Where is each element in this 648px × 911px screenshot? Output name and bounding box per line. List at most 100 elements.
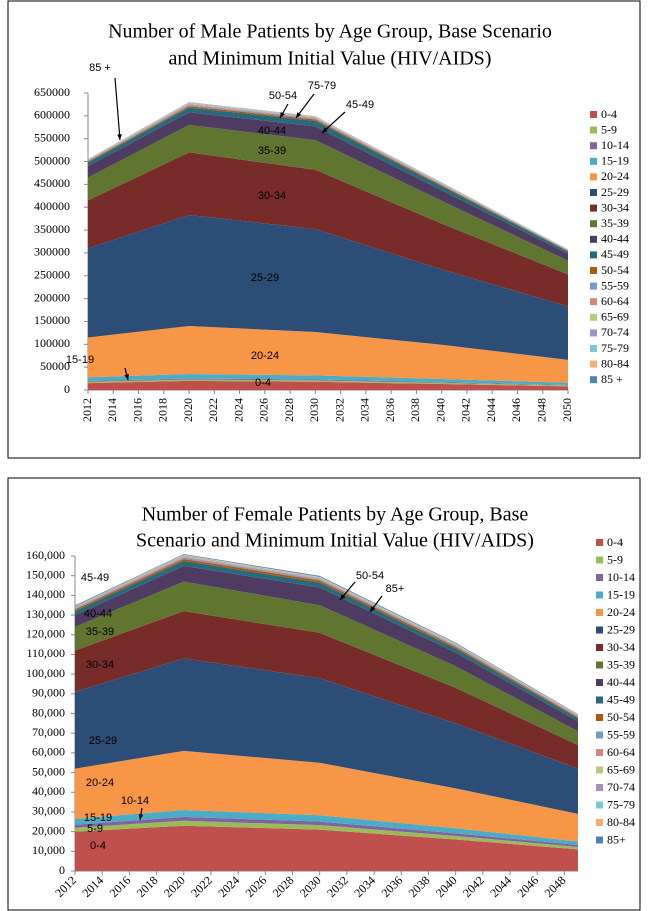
x-tick-label: 2012 [52, 873, 79, 900]
legend-label: 25-29 [601, 185, 629, 199]
annotation: 5-9 [87, 823, 103, 835]
x-tick-label: 2020 [161, 873, 188, 900]
area [75, 611, 578, 769]
legend-swatch [590, 251, 597, 259]
legend-label: 35-39 [601, 216, 629, 230]
x-tick-label: 2016 [107, 873, 134, 900]
legend-label: 20-24 [601, 169, 629, 183]
y-tick-label: 130,000 [26, 607, 65, 621]
legend-swatch [596, 784, 603, 791]
x-tick-label: 2044 [487, 873, 514, 900]
legend-swatch [596, 539, 603, 546]
area [88, 214, 568, 360]
x-tick-label: 2030 [297, 873, 324, 900]
legend-swatch [596, 749, 603, 756]
x-tick-label: 2034 [358, 398, 372, 422]
area [75, 565, 578, 732]
y-tick-label: 30,000 [32, 804, 65, 818]
x-tick-label: 2048 [542, 873, 569, 900]
y-tick-label: 100,000 [26, 666, 65, 680]
legend-swatch [596, 644, 603, 651]
area [75, 581, 578, 745]
x-tick-label: 2032 [332, 398, 346, 422]
legend-label: 75-79 [607, 797, 635, 811]
legend-swatch [590, 376, 597, 384]
annotation: 10-14 [121, 795, 149, 807]
annotation: 30-34 [86, 659, 114, 671]
y-tick-label: 450000 [34, 176, 70, 190]
area [75, 809, 578, 846]
y-tick-label: 60,000 [32, 745, 65, 759]
legend-swatch [596, 591, 603, 599]
x-tick-label: 2028 [282, 398, 296, 422]
chart-title: Number of Female Patients by Age Group, … [142, 504, 529, 526]
legend-swatch [590, 313, 597, 321]
y-tick-label: 100000 [34, 336, 70, 350]
x-tick-label: 2046 [509, 398, 523, 422]
annotation: 20-24 [251, 350, 279, 362]
x-tick-label: 2040 [433, 398, 447, 422]
legend-label: 15-19 [601, 154, 629, 168]
legend-swatch [596, 574, 603, 581]
legend-label: 50-54 [607, 710, 635, 724]
legend-label: 60-64 [601, 294, 629, 308]
legend-swatch [590, 235, 597, 243]
x-tick-label: 2020 [181, 398, 195, 422]
legend-swatch [596, 626, 603, 634]
y-tick-label: 50000 [40, 359, 70, 373]
annotation: 25-29 [251, 272, 279, 284]
legend-label: 0-4 [601, 107, 617, 121]
legend-swatch [596, 801, 603, 809]
y-tick-label: 400000 [34, 199, 70, 213]
x-tick-label: 2022 [206, 398, 220, 422]
annotation: 45-49 [346, 99, 374, 111]
annotation: 50-54 [269, 90, 297, 102]
area [88, 326, 568, 383]
area [88, 112, 568, 261]
annotation: 35-39 [258, 145, 286, 157]
y-tick-label: 90,000 [32, 686, 65, 700]
area [75, 820, 578, 850]
y-tick-label: 70,000 [32, 725, 65, 739]
y-tick-label: 650000 [34, 85, 70, 99]
legend-label: 50-54 [601, 263, 629, 277]
legend-label: 10-14 [601, 138, 629, 152]
area [75, 658, 578, 814]
legend-label: 70-74 [601, 325, 629, 339]
x-tick-label: 2038 [406, 873, 433, 900]
x-tick-label: 2038 [408, 398, 422, 422]
legend-swatch [596, 661, 603, 669]
area [88, 378, 568, 386]
x-tick-label: 2026 [243, 873, 270, 900]
arrow-head [280, 112, 285, 118]
x-tick-label: 2024 [231, 398, 245, 422]
annotation: 85+ [386, 583, 405, 595]
legend-swatch [596, 609, 603, 616]
x-tick-label: 2018 [156, 398, 170, 422]
legend-swatch [596, 556, 603, 564]
x-tick-label: 2022 [188, 873, 215, 900]
annotation: 40-44 [84, 608, 112, 620]
legend-label: 80-84 [601, 356, 629, 370]
legend-swatch [596, 819, 603, 826]
chart-frame [7, 0, 641, 459]
annotation: 25-29 [89, 735, 117, 747]
y-tick-label: 110,000 [26, 646, 65, 660]
x-tick-label: 2044 [484, 398, 498, 422]
arrow [114, 77, 121, 141]
y-tick-label: 500000 [34, 153, 70, 167]
arrow-head [117, 134, 122, 140]
annotation: 40-44 [258, 125, 286, 137]
legend-label: 45-49 [601, 247, 629, 261]
legend-swatch [596, 679, 603, 686]
legend-label: 40-44 [607, 675, 635, 689]
legend-swatch [590, 267, 597, 274]
x-tick-label: 2040 [433, 873, 460, 900]
x-tick-label: 2036 [378, 873, 405, 900]
area [88, 380, 568, 390]
annotation: 0-4 [255, 377, 271, 389]
y-tick-label: 160,000 [26, 548, 65, 562]
legend-label: 45-49 [607, 692, 635, 706]
legend-label: 75-79 [601, 341, 629, 355]
